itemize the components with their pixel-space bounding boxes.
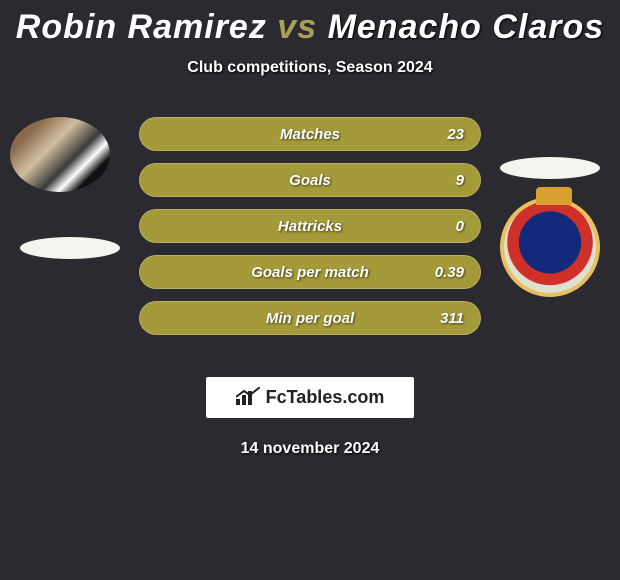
stats-bars: Matches 23 Goals 9 Hattricks 0 Goals per match… (139, 117, 481, 335)
stat-value-right: 9 (424, 172, 464, 189)
stat-label: Goals (289, 172, 331, 189)
stat-value-right: 0.39 (424, 264, 464, 281)
player2-club-badge (500, 197, 600, 297)
stat-label: Min per goal (266, 310, 354, 327)
footer: FcTables.com (0, 377, 620, 418)
date-text: 14 november 2024 (0, 440, 620, 458)
stat-value-right: 23 (424, 126, 464, 143)
player1-name: Robin Ramirez (16, 8, 267, 46)
player-right-column (500, 157, 600, 297)
stat-row: Min per goal 311 (139, 301, 481, 335)
player1-avatar (10, 117, 110, 192)
stat-label: Goals per match (251, 264, 369, 281)
player2-name: Menacho Claros (328, 8, 605, 46)
player2-club-oval (500, 157, 600, 179)
content-area: Matches 23 Goals 9 Hattricks 0 Goals per match… (0, 117, 620, 367)
stat-label: Hattricks (278, 218, 342, 235)
stat-value-right: 311 (424, 310, 464, 327)
stat-row: Hattricks 0 (139, 209, 481, 243)
stat-row: Goals 9 (139, 163, 481, 197)
chart-icon (236, 387, 260, 405)
player-left-column (10, 117, 120, 259)
comparison-title: Robin Ramirez vs Menacho Claros (0, 0, 620, 47)
branding-box: FcTables.com (206, 377, 415, 418)
subtitle: Club competitions, Season 2024 (0, 59, 620, 77)
branding-text: FcTables.com (266, 387, 385, 407)
player1-club-badge (20, 237, 120, 259)
stat-value-right: 0 (424, 218, 464, 235)
stat-label: Matches (280, 126, 340, 143)
stat-row: Goals per match 0.39 (139, 255, 481, 289)
stat-row: Matches 23 (139, 117, 481, 151)
title-vs: vs (277, 8, 317, 46)
